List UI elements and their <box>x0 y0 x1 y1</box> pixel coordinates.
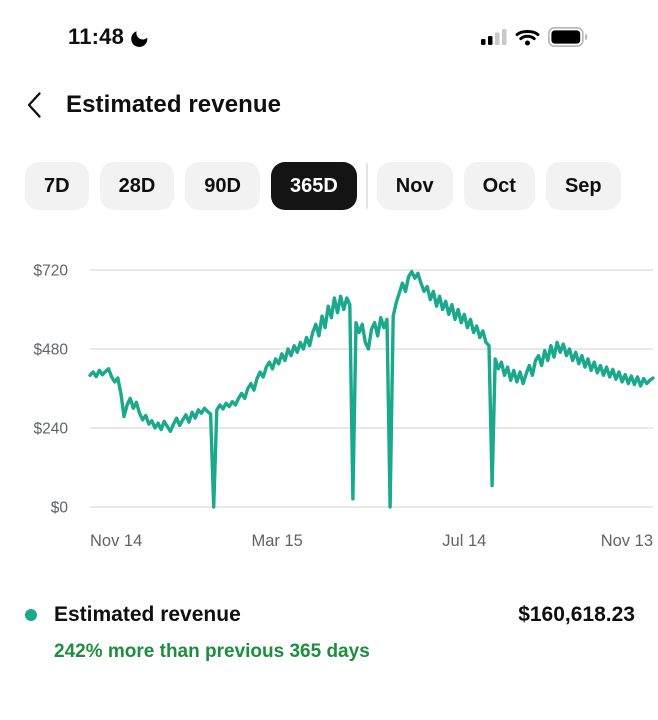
svg-text:Nov 14: Nov 14 <box>90 532 142 550</box>
filter-28d[interactable]: 28D <box>99 162 175 210</box>
svg-text:$480: $480 <box>34 342 69 359</box>
legend-row: Estimated revenue $160,618.23 <box>0 603 658 627</box>
filter-sep[interactable]: Sep <box>545 162 621 210</box>
filter-7d[interactable]: 7D <box>25 162 89 210</box>
revenue-line-chart[interactable]: $0 $240 $480 $720 Nov 14 Mar 15 Jul 14 Nov 13 <box>0 240 658 570</box>
back-button[interactable] <box>25 90 44 120</box>
header: Estimated revenue <box>0 90 658 120</box>
moon-icon <box>131 30 148 47</box>
battery-icon <box>548 27 588 47</box>
svg-text:Mar 15: Mar 15 <box>251 532 302 550</box>
series-total-value: $160,618.23 <box>518 603 635 626</box>
range-filter-bar: 7D 28D 90D 365D Nov Oct Sep <box>0 162 658 210</box>
status-right <box>481 27 588 47</box>
chart-area: $0 $240 $480 $720 Nov 14 Mar 15 Jul 14 Nov 13 <box>0 240 658 575</box>
filter-365d[interactable]: 365D <box>270 162 357 210</box>
filter-divider <box>365 163 368 209</box>
cellular-signal-icon <box>481 29 507 45</box>
filter-oct[interactable]: Oct <box>463 162 535 210</box>
series-dot-icon <box>25 609 37 621</box>
filter-90d[interactable]: 90D <box>185 162 260 210</box>
svg-text:$240: $240 <box>34 421 69 438</box>
filter-nov[interactable]: Nov <box>376 162 453 210</box>
chevron-left-icon <box>27 92 41 118</box>
svg-text:$0: $0 <box>51 500 69 517</box>
status-left: 11:48 <box>68 24 150 50</box>
status-bar: 11:48 <box>0 0 658 50</box>
status-time: 11:48 <box>68 24 125 49</box>
svg-text:Nov 13: Nov 13 <box>601 532 653 550</box>
series-label: Estimated revenue <box>54 603 241 626</box>
page-title: Estimated revenue <box>66 91 282 118</box>
svg-text:Jul 14: Jul 14 <box>442 532 486 550</box>
wifi-icon <box>515 29 540 46</box>
svg-text:$720: $720 <box>34 263 69 280</box>
comparison-note: 242% more than previous 365 days <box>54 641 370 662</box>
